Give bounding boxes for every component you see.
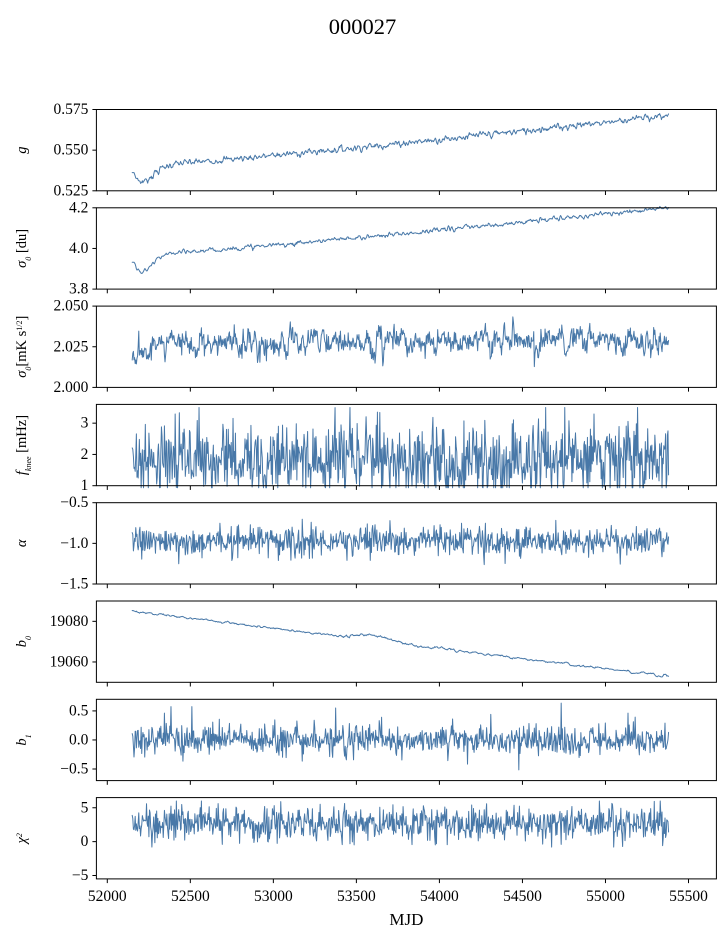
svg-text:−0.5: −0.5 bbox=[60, 760, 88, 777]
svg-text:0.525: 0.525 bbox=[54, 182, 89, 199]
svg-text:−1.5: −1.5 bbox=[60, 576, 88, 593]
svg-text:54000: 54000 bbox=[420, 888, 459, 905]
svg-text:54500: 54500 bbox=[503, 888, 542, 905]
svg-text:19060: 19060 bbox=[50, 653, 89, 670]
svg-text:σ0[mK s1/2]: σ0[mK s1/2] bbox=[14, 316, 33, 378]
svg-text:−1.0: −1.0 bbox=[60, 535, 88, 552]
svg-text:0.5: 0.5 bbox=[69, 702, 89, 719]
svg-text:b0: b0 bbox=[14, 636, 33, 647]
svg-text:2.000: 2.000 bbox=[54, 379, 89, 396]
svg-text:−0.5: −0.5 bbox=[60, 494, 88, 511]
svg-text:2: 2 bbox=[81, 446, 89, 463]
svg-text:0.0: 0.0 bbox=[69, 731, 89, 748]
svg-text:52000: 52000 bbox=[88, 888, 127, 905]
svg-text:4.0: 4.0 bbox=[69, 240, 89, 257]
svg-text:3: 3 bbox=[81, 415, 89, 432]
svg-text:0.550: 0.550 bbox=[54, 142, 89, 159]
svg-text:52500: 52500 bbox=[171, 888, 210, 905]
svg-text:55500: 55500 bbox=[669, 888, 708, 905]
svg-text:g: g bbox=[14, 147, 30, 154]
svg-text:4.2: 4.2 bbox=[69, 199, 88, 216]
svg-text:fknee [mHz]: fknee [mHz] bbox=[14, 415, 33, 475]
svg-text:α: α bbox=[14, 539, 30, 547]
svg-text:53000: 53000 bbox=[254, 888, 293, 905]
svg-text:−5: −5 bbox=[72, 867, 89, 884]
svg-text:19080: 19080 bbox=[50, 613, 89, 630]
svg-text:b1: b1 bbox=[14, 734, 33, 745]
svg-text:1: 1 bbox=[81, 477, 89, 494]
svg-text:0: 0 bbox=[81, 833, 89, 850]
svg-text:5: 5 bbox=[81, 799, 89, 816]
svg-text:2.025: 2.025 bbox=[54, 338, 89, 355]
svg-text:55000: 55000 bbox=[586, 888, 625, 905]
svg-text:MJD: MJD bbox=[389, 910, 423, 929]
svg-text:0.575: 0.575 bbox=[54, 101, 89, 118]
svg-text:3.8: 3.8 bbox=[69, 281, 89, 298]
svg-text:σ0 [du]: σ0 [du] bbox=[14, 229, 33, 268]
svg-text:χ2: χ2 bbox=[14, 833, 30, 845]
svg-text:2.050: 2.050 bbox=[54, 298, 89, 315]
svg-text:53500: 53500 bbox=[337, 888, 376, 905]
